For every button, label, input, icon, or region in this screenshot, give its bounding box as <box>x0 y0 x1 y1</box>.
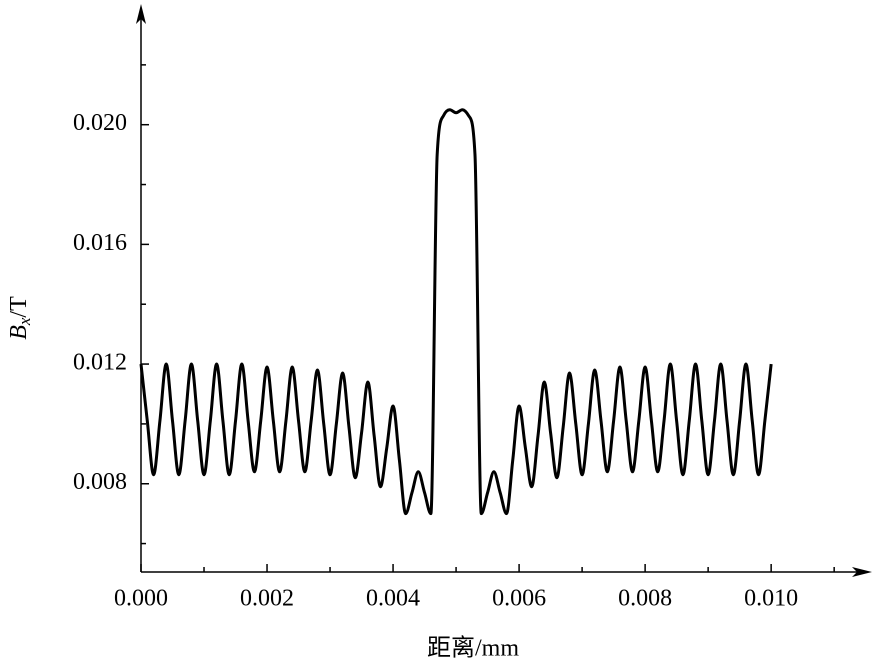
y-label-unit: /T <box>6 296 32 318</box>
y-label-subscript: x <box>15 317 34 326</box>
x-axis-arrow <box>852 567 872 577</box>
y-label-symbol: B <box>6 325 32 340</box>
y-tick-label: 0.012 <box>73 350 127 376</box>
x-axis-label: 距离/mm <box>427 635 519 662</box>
y-tick-label: 0.016 <box>73 230 127 256</box>
data-line <box>139 108 773 516</box>
x-tick-label: 0.008 <box>618 586 672 612</box>
y-axis-label: Bx/T <box>6 296 34 340</box>
x-tick-label: 0.000 <box>114 586 168 612</box>
x-tick-label: 0.004 <box>366 586 420 612</box>
x-tick-label: 0.006 <box>492 586 546 612</box>
y-tick-label: 0.008 <box>73 469 127 495</box>
y-tick-label: 0.020 <box>73 110 127 136</box>
x-tick-label: 0.002 <box>240 586 294 612</box>
y-axis-arrow <box>136 4 146 24</box>
x-tick-label: 0.010 <box>744 586 798 612</box>
